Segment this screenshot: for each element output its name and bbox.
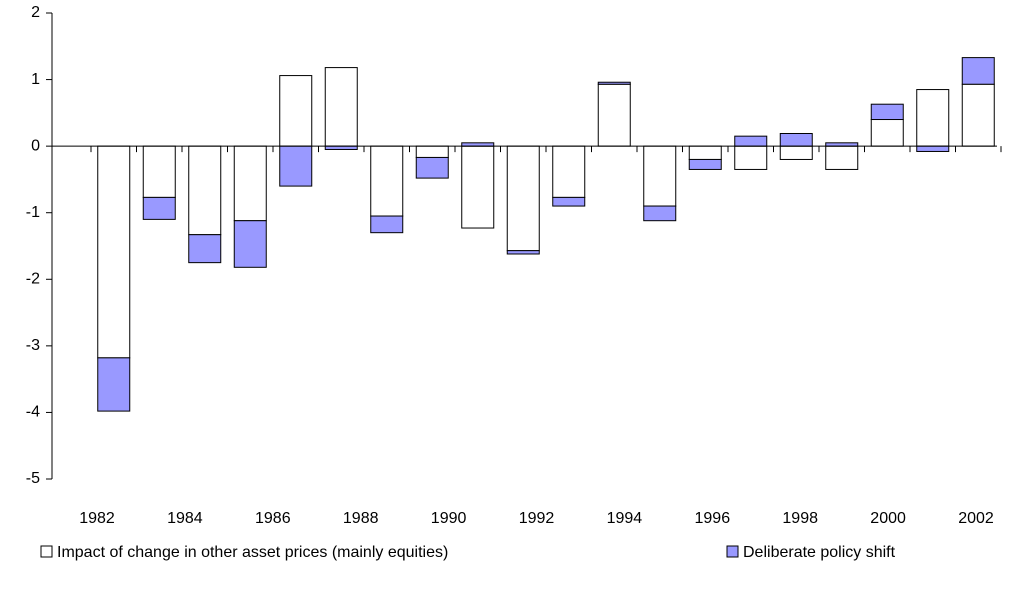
bar	[779, 145, 813, 160]
bar	[734, 135, 768, 147]
bar	[415, 145, 449, 158]
bar	[597, 83, 631, 147]
legend-label: Impact of change in other asset prices (…	[57, 544, 448, 561]
bar	[734, 145, 768, 170]
bar	[643, 205, 677, 222]
bar	[961, 57, 995, 85]
bar	[370, 215, 404, 234]
bar	[825, 145, 859, 170]
bar	[461, 145, 495, 229]
x-tick-label: 1996	[695, 510, 731, 527]
y-tick-label: -5	[26, 470, 40, 487]
x-tick-label: 2000	[870, 510, 906, 527]
y-tick-label: 1	[31, 71, 40, 88]
bar	[279, 145, 313, 187]
y-tick-label: 0	[31, 137, 40, 154]
bar	[97, 357, 131, 412]
x-tick-label: 1994	[607, 510, 643, 527]
bar	[779, 132, 813, 147]
bar	[506, 250, 540, 255]
bar	[643, 145, 677, 207]
bar	[188, 234, 222, 264]
y-tick-label: -4	[26, 404, 40, 421]
bar	[415, 156, 449, 179]
bar	[97, 145, 131, 359]
x-tick-label: 1988	[343, 510, 379, 527]
y-tick-label: -3	[26, 337, 40, 354]
bar	[506, 145, 540, 252]
bar	[552, 196, 586, 207]
legend-swatch	[40, 545, 53, 558]
bar	[961, 83, 995, 147]
legend-swatch	[726, 545, 739, 558]
y-tick-label: -1	[26, 204, 40, 221]
bar	[370, 145, 404, 217]
bar	[552, 145, 586, 198]
legend-label: Deliberate policy shift	[743, 544, 896, 561]
bar	[188, 145, 222, 236]
x-tick-label: 1982	[79, 510, 115, 527]
x-tick-label: 2002	[958, 510, 994, 527]
bar	[870, 119, 904, 147]
bar	[597, 81, 631, 85]
x-tick-label: 1986	[255, 510, 291, 527]
bar	[142, 196, 176, 220]
bar	[233, 220, 267, 268]
y-tick-label: 2	[31, 4, 40, 21]
y-tick-label: -2	[26, 271, 40, 288]
x-tick-label: 1998	[782, 510, 818, 527]
x-tick-label: 1992	[519, 510, 555, 527]
bar	[279, 75, 313, 147]
x-tick-label: 1984	[167, 510, 203, 527]
bar	[688, 158, 722, 170]
bar	[916, 89, 950, 147]
bar	[688, 145, 722, 160]
bar	[916, 145, 950, 152]
bar	[870, 103, 904, 121]
bar	[233, 145, 267, 222]
x-tick-label: 1990	[431, 510, 467, 527]
bar	[142, 145, 176, 198]
bar	[324, 67, 358, 147]
